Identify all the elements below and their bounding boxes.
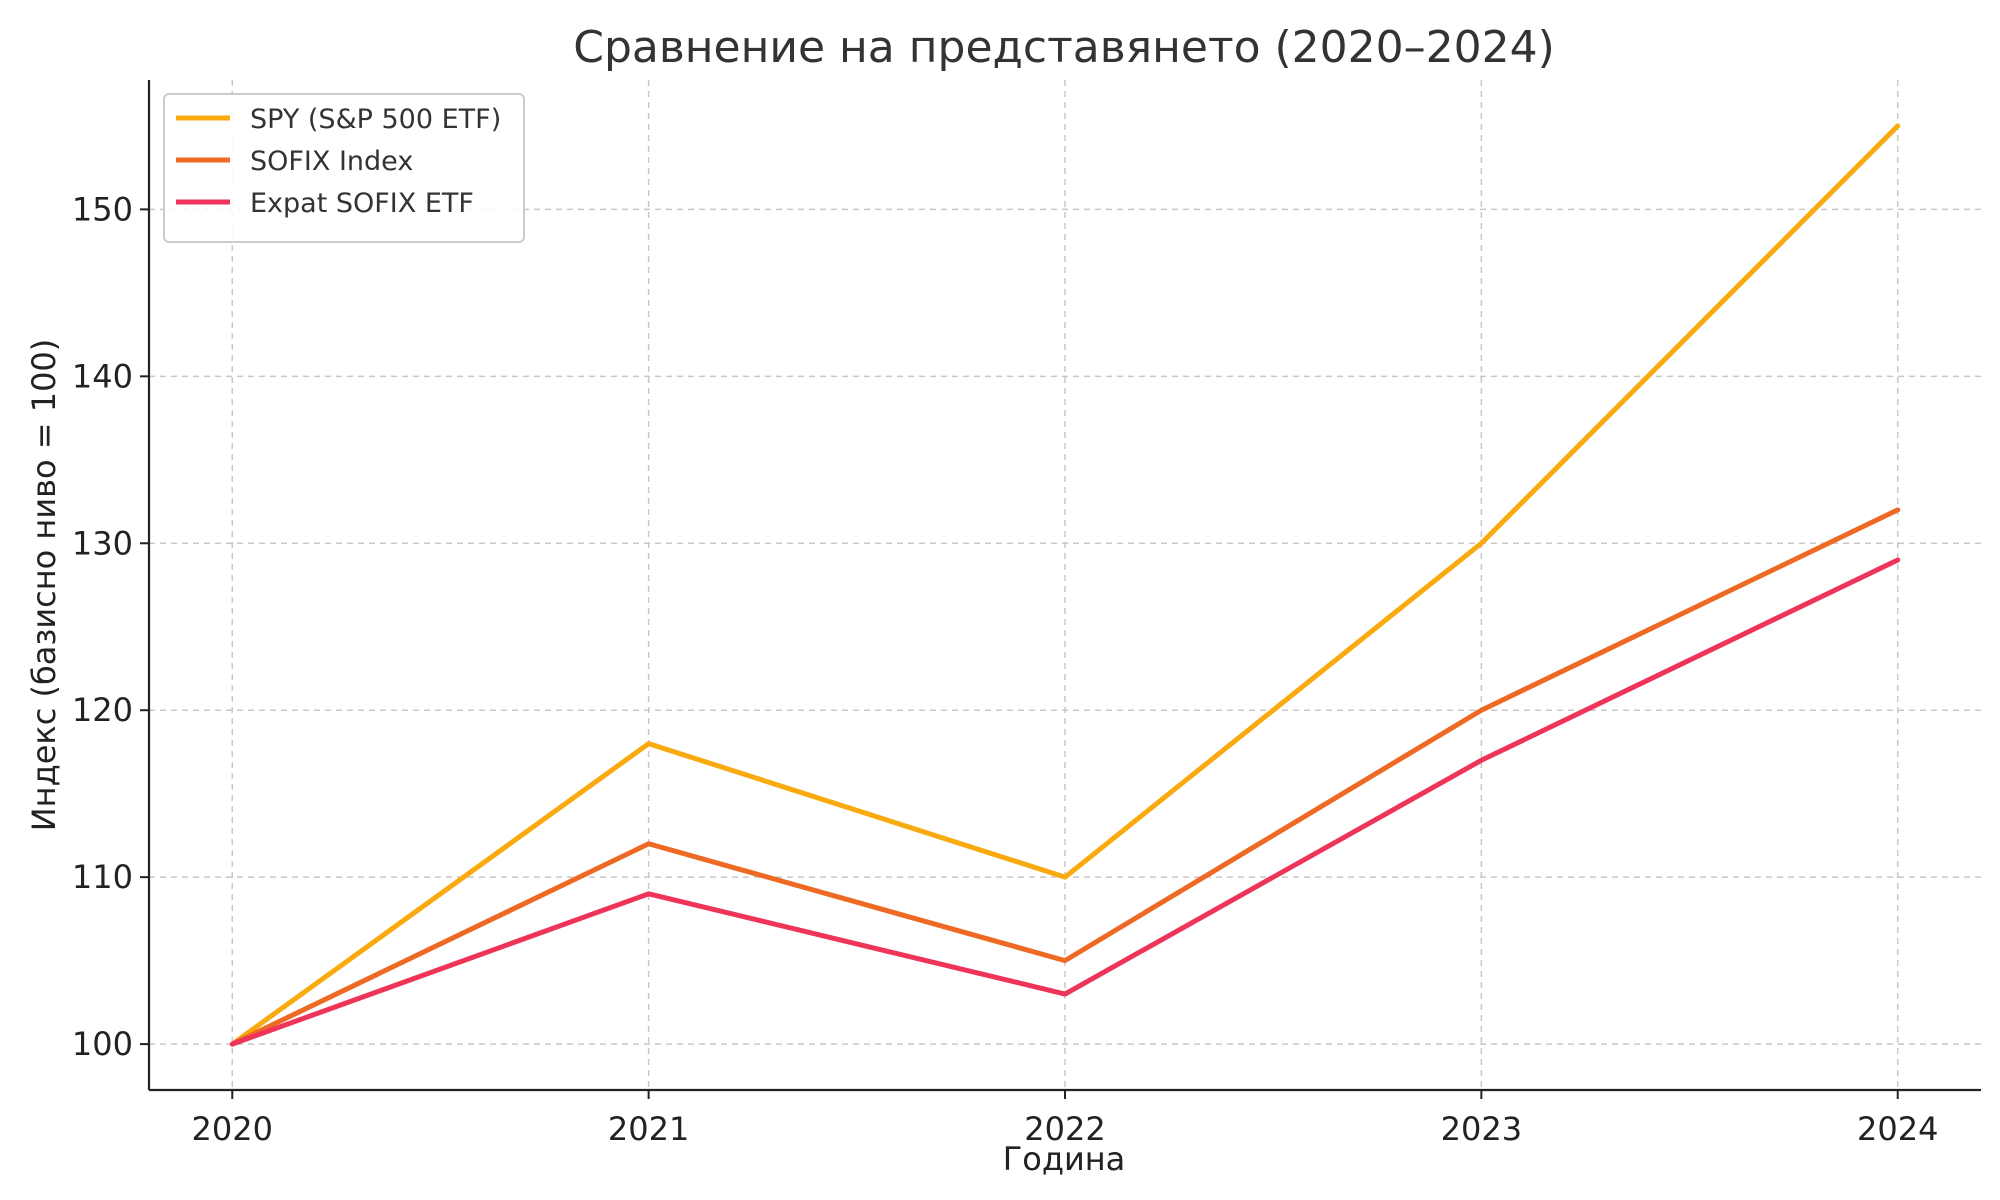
- x-tick-label: 2022: [1024, 1110, 1105, 1148]
- ticks: 2020 2021 2022 2023 2024 100 110 120 130 140 150: [72, 190, 1939, 1148]
- x-axis-label: Година: [1003, 1140, 1126, 1178]
- series-line-spy-s-p-500-etf: [229, 123, 1901, 1047]
- legend-label: Expat SOFIX ETF: [250, 188, 474, 219]
- chart-title: Сравнение на представянето (2020–2024): [573, 22, 1555, 73]
- y-tick-label: 150: [72, 190, 133, 228]
- y-tick-label: 140: [72, 357, 133, 395]
- x-tick-label: 2021: [608, 1110, 689, 1148]
- series-line-sofix-index: [229, 507, 1901, 1047]
- legend-box: [163, 93, 525, 243]
- x-tick-label: 2020: [192, 1110, 273, 1148]
- y-tick-label: 120: [72, 691, 133, 729]
- series-lines: [229, 123, 1901, 1047]
- y-tick-label: 110: [72, 858, 133, 896]
- legend-label: SPY (S&P 500 ETF): [250, 104, 501, 135]
- y-tick-label: 130: [72, 524, 133, 562]
- y-axis-label: Индекс (базисно ниво = 100): [25, 339, 63, 832]
- x-tick-label: 2024: [1857, 1110, 1938, 1148]
- y-tick-label: 100: [72, 1025, 133, 1063]
- series-line-expat-sofix-etf: [229, 557, 1901, 1047]
- x-tick-label: 2023: [1441, 1110, 1522, 1148]
- legend: SPY (S&P 500 ETF) SOFIX Index Expat SOFIX …: [163, 93, 525, 243]
- legend-label: SOFIX Index: [250, 146, 413, 177]
